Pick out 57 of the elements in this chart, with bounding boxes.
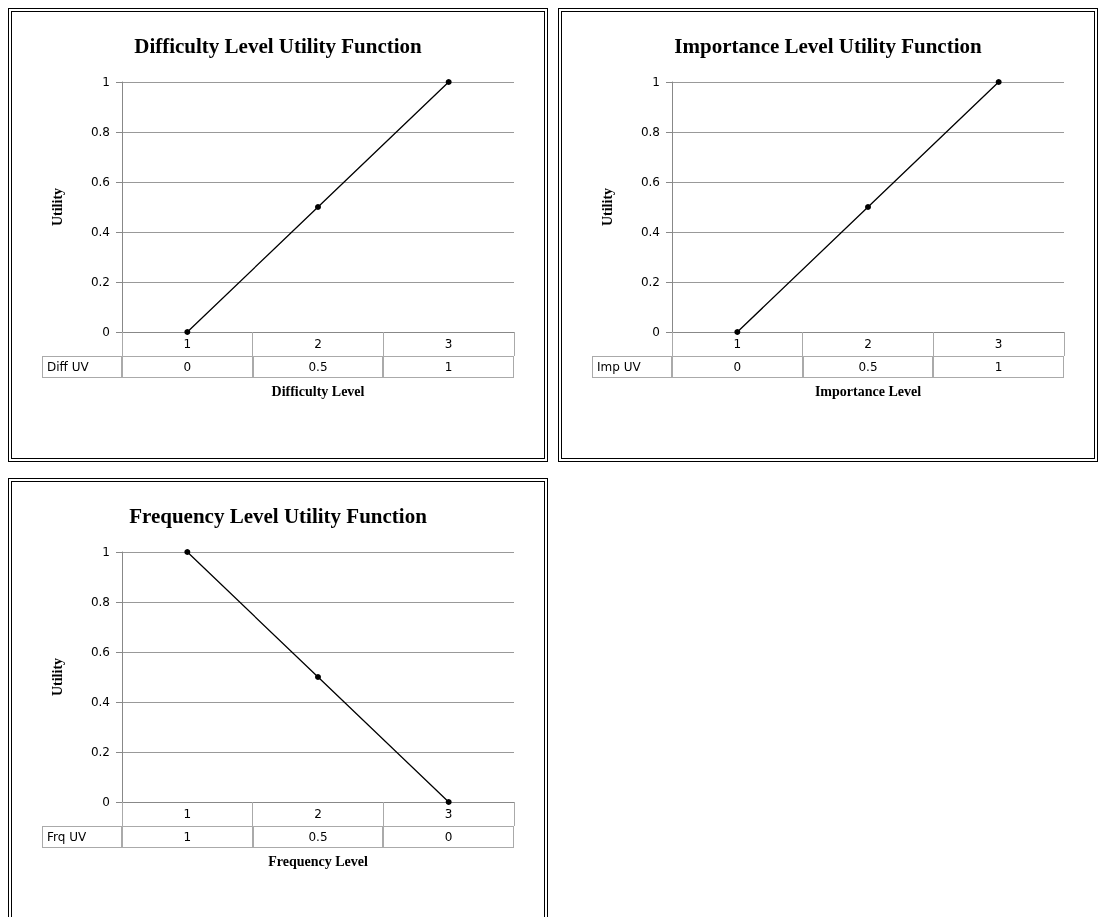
data-label: 0.5 bbox=[802, 356, 934, 378]
data-label: 1 bbox=[122, 826, 253, 848]
text: Imp UV bbox=[592, 356, 672, 378]
y-tick-label: 0.6 bbox=[90, 175, 110, 189]
x-tick-label: 3 bbox=[994, 337, 1003, 351]
data-label: 0 bbox=[672, 356, 803, 378]
y-tick-label: 0.4 bbox=[90, 225, 110, 239]
x-tick-label: 2 bbox=[314, 337, 322, 351]
x-tick-label: 3 bbox=[444, 807, 453, 821]
chart-title: Difficulty Level Utility Function bbox=[134, 33, 423, 58]
point bbox=[865, 204, 871, 210]
y-tick-label: 1 bbox=[102, 545, 110, 559]
text: Frq UV bbox=[42, 826, 122, 848]
point bbox=[734, 329, 741, 335]
y-tick-label: 0.6 bbox=[640, 175, 660, 189]
y-tick-label: 0.4 bbox=[640, 225, 660, 239]
y-tick-label: 0.4 bbox=[90, 695, 110, 709]
text: Diff UV bbox=[42, 356, 122, 378]
y-tick-label: 0.8 bbox=[90, 595, 110, 609]
x-axis-title: Importance Level bbox=[813, 384, 923, 400]
point bbox=[995, 79, 1002, 85]
y-tick-label: 0 bbox=[102, 325, 110, 339]
data-label: 1 bbox=[383, 356, 514, 378]
chart-title: Importance Level Utility Function bbox=[674, 33, 983, 58]
data-label: 0.5 bbox=[252, 356, 384, 378]
x-axis-title: Difficulty Level bbox=[270, 384, 366, 400]
x-tick-label: 2 bbox=[864, 337, 872, 351]
point bbox=[184, 549, 191, 555]
x-tick-label: 1 bbox=[733, 337, 742, 351]
y-tick-label: 1 bbox=[652, 75, 660, 89]
y-tick-label: 0 bbox=[102, 795, 110, 809]
y-tick-label: 1 bbox=[102, 75, 110, 89]
y-axis-title: Utility bbox=[599, 187, 615, 227]
data-label: 0.5 bbox=[252, 826, 384, 848]
y-tick-label: 0.2 bbox=[90, 275, 110, 289]
y-tick-label: 0.8 bbox=[640, 125, 660, 139]
point bbox=[315, 204, 321, 210]
y-tick-label: 0.6 bbox=[90, 645, 110, 659]
point bbox=[184, 329, 191, 335]
point bbox=[445, 799, 452, 805]
y-axis-title: Utility bbox=[49, 657, 65, 697]
x-tick-label: 3 bbox=[444, 337, 453, 351]
y-tick-label: 0 bbox=[652, 325, 660, 339]
data-label: 0 bbox=[383, 826, 514, 848]
y-axis-title: Utility bbox=[49, 187, 65, 227]
x-tick-label: 2 bbox=[314, 807, 322, 821]
x-tick-label: 1 bbox=[183, 337, 192, 351]
y-tick-label: 0.2 bbox=[90, 745, 110, 759]
chart-title: Frequency Level Utility Function bbox=[129, 503, 428, 528]
x-tick-label: 1 bbox=[183, 807, 192, 821]
data-label: 0 bbox=[122, 356, 253, 378]
y-tick-label: 0.8 bbox=[90, 125, 110, 139]
point bbox=[445, 79, 452, 85]
point bbox=[315, 674, 321, 680]
x-axis-title: Frequency Level bbox=[267, 854, 369, 870]
y-tick-label: 0.2 bbox=[640, 275, 660, 289]
data-label: 1 bbox=[933, 356, 1064, 378]
